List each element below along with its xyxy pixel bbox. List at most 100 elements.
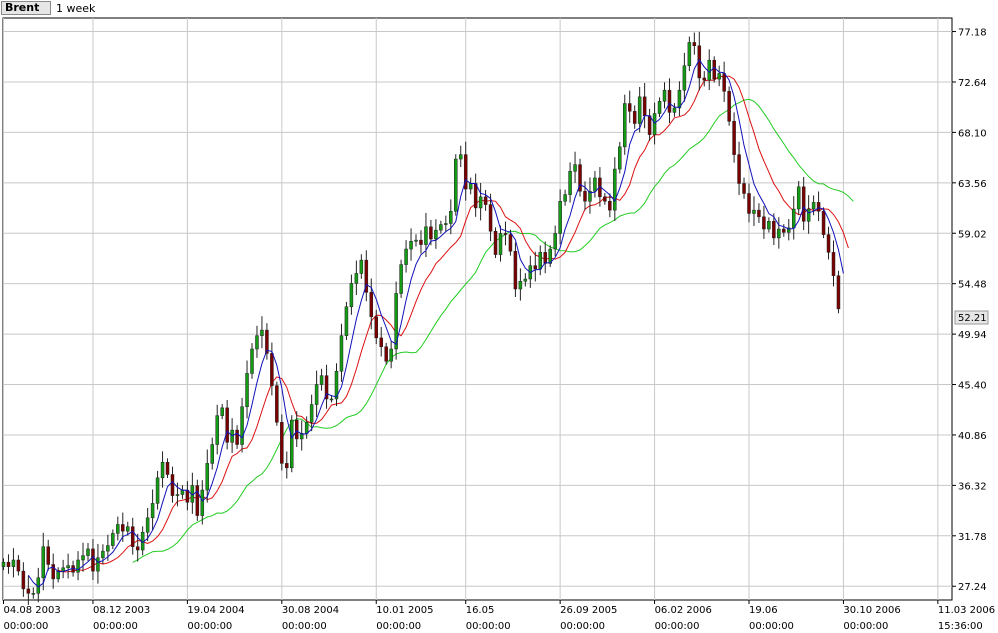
candle-up [290,419,294,469]
candle-down [826,234,831,253]
candle-up [175,494,180,496]
last-price-label: 52.21 [958,313,987,324]
candle-up [220,407,224,416]
candle-up [558,201,562,234]
candle-up [255,335,259,350]
candle-up [245,373,249,407]
candle-down [747,193,751,214]
candle-up [66,565,70,569]
plot-area [2,17,953,601]
period-label[interactable]: 1 week [56,2,96,15]
y-tick-label: 27.24 [958,582,987,593]
candle-down [46,546,50,565]
candle-up [434,229,438,240]
candle-up [672,107,677,113]
candle-down [379,337,383,348]
candle-up [180,489,185,495]
candle-down [667,89,672,113]
candle-up [250,348,254,374]
candle-down [722,73,726,92]
candle-up [618,146,622,170]
candle-up [314,384,319,405]
candle-down [627,103,632,112]
candle-down [195,485,200,516]
candle-down [185,489,190,503]
candle-down [488,204,493,232]
candle-down [508,234,513,252]
candle-down [285,463,289,469]
x-tick-time: 00:00:00 [560,621,605,632]
y-tick-label: 40.86 [958,431,987,442]
candle-down [270,353,274,386]
candle-up [498,233,503,255]
candle-down [801,186,806,222]
candle-down [727,91,731,122]
candle-down [275,385,279,423]
candle-down [603,196,607,202]
candle-down [324,375,329,400]
candle-down [51,564,55,580]
y-tick-label: 45.40 [958,381,987,392]
x-tick-date: 30.10 2006 [843,605,900,616]
x-tick-time: 00:00:00 [376,621,421,632]
y-tick-label: 72.64 [958,78,987,89]
candle-up [588,191,592,202]
candle-up [568,171,572,195]
candle-up [354,273,359,284]
candle-up [389,348,393,362]
candle-down [632,111,637,124]
x-tick-date: 04.08 2003 [4,605,61,616]
candle-down [762,216,766,230]
candle-down [369,292,374,318]
candle-up [101,550,105,559]
time-axis: 04.08 2003 00:00:00 08.12 2003 00:00:00 19.0… [3,600,995,632]
candle-up [538,252,543,270]
x-tick-date: 08.12 2003 [93,605,150,616]
moving-average-medium [58,75,849,573]
candle-down [757,209,761,218]
y-tick-label: 54.48 [958,280,987,291]
candle-up [399,264,403,294]
candle-up [260,329,264,336]
candle-up [787,227,791,233]
candle-down [503,233,508,235]
candle-down [513,250,518,290]
candle-down [782,228,786,233]
candle-up [61,567,65,572]
candle-down [294,419,299,440]
candle-down [772,221,776,239]
candle-down [578,164,582,192]
candle-down [384,346,388,362]
candle-up [304,422,309,434]
candle-up [767,221,771,230]
y-tick-label: 49.94 [958,330,987,341]
candle-up [116,524,120,534]
candle-down [821,211,826,235]
candle-up [215,415,219,445]
candle-down [816,202,821,212]
candle-up [454,158,458,212]
x-tick-date: 26.09 2005 [560,605,617,616]
candle-down [91,548,95,572]
candle-up [394,293,398,350]
candle-down [702,77,707,81]
candle-up [553,233,557,250]
candle-up [86,548,90,556]
symbol-selector[interactable]: Brent [1,1,51,15]
candle-up [811,202,816,210]
candle-down [463,154,468,190]
grid [3,18,952,600]
candle-up [806,208,811,222]
candle-up [439,224,443,231]
price-chart[interactable]: 77.18 72.64 68.10 63.56 59.02 54.48 49.94 45.40… [0,17,998,633]
candle-up [424,226,428,245]
candle-up [126,526,130,532]
y-tick-label: 31.78 [958,532,987,543]
candle-up [593,177,597,192]
price-axis: 77.18 72.64 68.10 63.56 59.02 54.48 49.94 45.40… [952,28,987,593]
candle-up [523,278,528,282]
y-tick-label: 68.10 [958,128,987,139]
candle-up [657,101,662,114]
candle-down [419,239,423,245]
candle-up [717,73,721,80]
